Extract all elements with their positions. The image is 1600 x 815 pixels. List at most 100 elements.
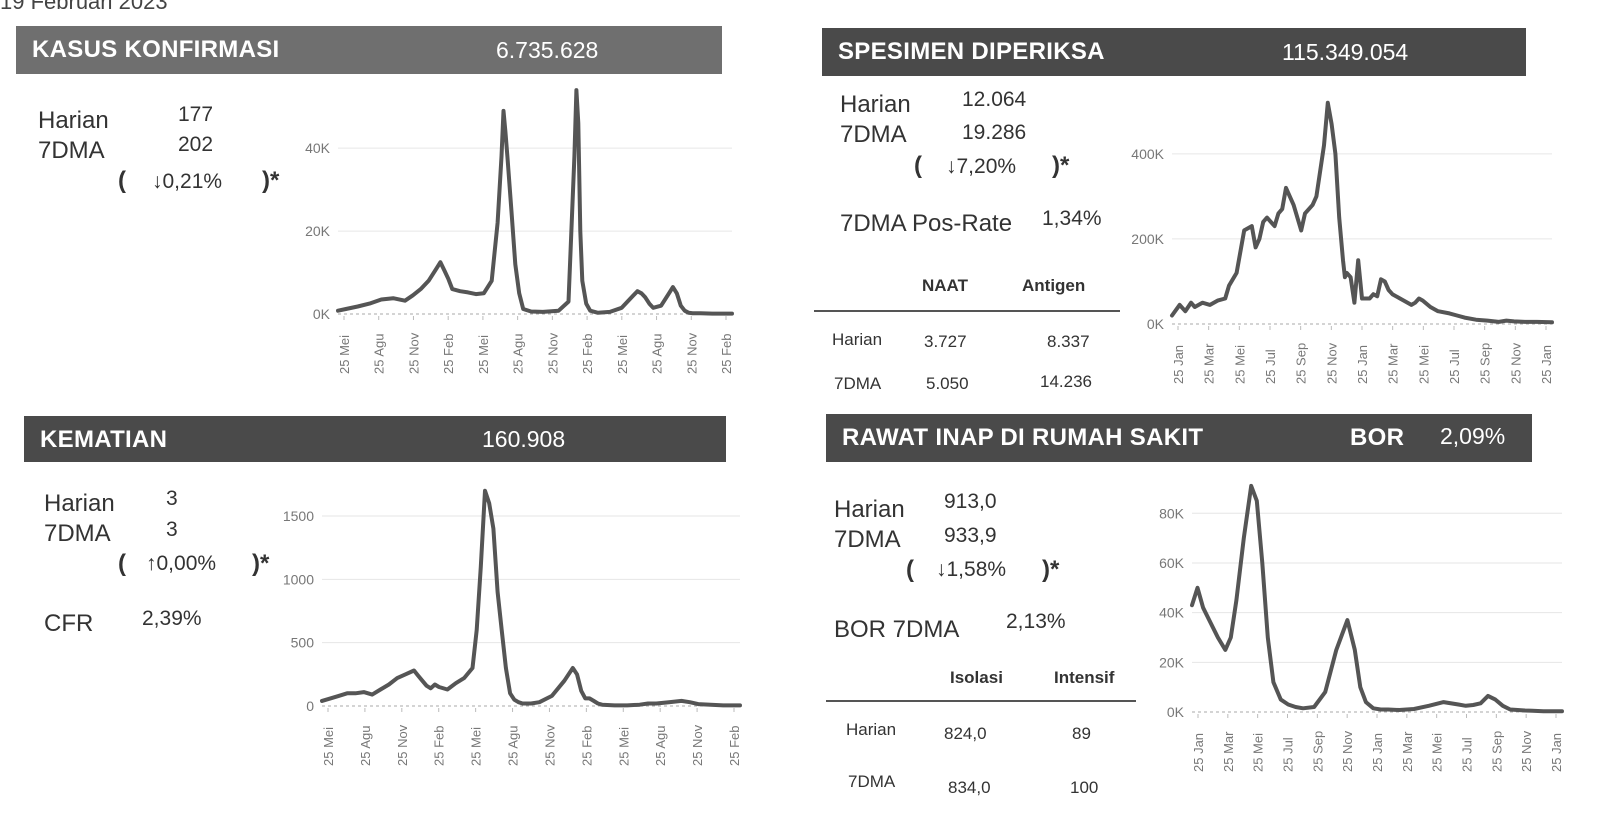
spesimen-xtick-label-11: 25 Nov — [1508, 342, 1523, 384]
rawat-xtick-label-9: 25 Jul — [1460, 737, 1475, 772]
kasus-total: 6.735.628 — [496, 37, 599, 63]
kasus-change-value: ↓0,21% — [152, 170, 223, 193]
rawat-xtick-label-5: 25 Nov — [1340, 730, 1355, 772]
rawat-xtick-label-10: 25 Sep — [1489, 731, 1504, 772]
kasus-xtick-label-4: 25 Mei — [476, 335, 491, 374]
rawat-ytick-label-4: 80K — [1159, 505, 1185, 521]
spesimen-table-rule — [814, 310, 1120, 312]
kematian-harian-label: Harian — [44, 490, 115, 517]
cfr-value: 2,39% — [142, 607, 202, 630]
kematian-xtick-label-1: 25 Agu — [358, 726, 373, 767]
spesimen-col-antigen: Antigen — [1022, 276, 1086, 295]
kasus-7dma-value: 202 — [178, 133, 214, 156]
rawat-title: RAWAT INAP DI RUMAH SAKIT — [842, 424, 1204, 451]
spesimen-xtick-label-5: 25 Nov — [1324, 342, 1339, 384]
spesimen-xtick-label-6: 25 Jan — [1355, 345, 1370, 384]
spesimen-harian-value: 12.064 — [962, 88, 1027, 111]
kasus-chart: 0K 20K 40K 25 Mei 25 Agu 25 Nov 25 Feb 25 Mei 25… — [305, 88, 734, 375]
spesimen-7dma-value: 19.286 — [962, 121, 1027, 144]
rawat-header-bar: RAWAT INAP DI RUMAH SAKIT BOR 2,09% — [826, 414, 1532, 462]
kasus-ytick-label-1: 20K — [305, 223, 331, 239]
spesimen-change-close: )* — [1052, 152, 1070, 179]
kematian-harian-value: 3 — [166, 487, 178, 510]
kematian-xtick-label-11: 25 Feb — [727, 726, 742, 766]
kasus-xtick-label-9: 25 Agu — [650, 334, 665, 375]
spesimen-ytick-label-0: 0K — [1147, 316, 1165, 332]
kasus-xtick-label-6: 25 Nov — [545, 332, 560, 374]
spesimen-xtick-label-1: 25 Mar — [1202, 343, 1217, 384]
kasus-change-close: )* — [262, 167, 280, 194]
kematian-ytick-label-2: 1000 — [283, 571, 314, 587]
rawat-series-line — [1190, 483, 1564, 714]
kematian-ytick-label-3: 1500 — [283, 508, 314, 524]
spesimen-xtick-label-8: 25 Mei — [1416, 345, 1431, 384]
kasus-xtick-label-7: 25 Feb — [580, 334, 595, 374]
rawat-ytick-label-0: 0K — [1167, 704, 1185, 720]
rawat-change-value: ↓1,58% — [936, 558, 1007, 581]
rawat-harian-label: Harian — [834, 496, 905, 523]
kasus-7dma-label: 7DMA — [38, 137, 105, 164]
spesimen-xtick-label-2: 25 Mei — [1232, 345, 1247, 384]
rawat-change-close: )* — [1042, 556, 1060, 583]
spesimen-posrate-label: 7DMA Pos-Rate — [840, 210, 1013, 237]
spesimen-row-7dma-antigen: 14.236 — [1040, 372, 1092, 391]
kematian-xtick-label-10: 25 Nov — [690, 724, 705, 766]
rawat-col-intensif: Intensif — [1054, 668, 1115, 687]
kematian-xtick-label-4: 25 Mei — [469, 727, 484, 766]
kematian-xtick-label-6: 25 Nov — [542, 724, 557, 766]
spesimen-7dma-label: 7DMA — [840, 121, 907, 148]
kematian-series-line — [320, 488, 742, 708]
kematian-total: 160.908 — [482, 426, 566, 452]
rawat-7dma-label: 7DMA — [834, 526, 901, 553]
rawat-chart: 0K 20K 40K 60K 80K 25 Jan 25 Mar 25 Mei 25 Jul 25… — [1159, 483, 1564, 772]
kematian-7dma-label: 7DMA — [44, 520, 111, 547]
kematian-xtick-label-2: 25 Nov — [395, 724, 410, 766]
kasus-harian-label: Harian — [38, 107, 109, 134]
rawat-xtick-label-0: 25 Jan — [1191, 733, 1206, 772]
spesimen-xtick-label-0: 25 Jan — [1171, 345, 1186, 384]
spesimen-total: 115.349.054 — [1282, 39, 1409, 65]
rawat-xtick-label-11: 25 Nov — [1519, 730, 1534, 772]
spesimen-header-bar: SPESIMEN DIPERIKSA 115.349.054 — [822, 28, 1526, 76]
kasus-change-open: ( — [118, 167, 126, 194]
spesimen-title: SPESIMEN DIPERIKSA — [838, 38, 1105, 65]
kasus-xtick-label-11: 25 Feb — [719, 334, 734, 374]
bor7dma-label: BOR 7DMA — [834, 616, 960, 643]
kematian-ytick-label-0: 0 — [306, 698, 314, 714]
rawat-xtick-label-1: 25 Mar — [1221, 731, 1236, 772]
bor-value: 2,09% — [1440, 423, 1506, 449]
spesimen-row-harian-naat: 3.727 — [924, 332, 967, 351]
spesimen-xtick-label-4: 25 Sep — [1294, 343, 1309, 384]
rawat-xtick-label-3: 25 Jul — [1281, 737, 1296, 772]
rawat-xtick-label-7: 25 Mar — [1400, 731, 1415, 772]
spesimen-xtick-label-7: 25 Mar — [1386, 343, 1401, 384]
kasus-xtick-label-8: 25 Mei — [615, 335, 630, 374]
kasus-xtick-label-5: 25 Agu — [511, 334, 526, 375]
kematian-header-bar: KEMATIAN 160.908 — [24, 416, 726, 462]
rawat-ytick-label-1: 20K — [1159, 654, 1185, 670]
kematian-change-close: )* — [252, 550, 270, 577]
kematian-7dma-value: 3 — [166, 518, 178, 541]
spesimen-col-naat: NAAT — [922, 276, 968, 295]
rawat-xtick-label-4: 25 Sep — [1310, 731, 1325, 772]
rawat-ytick-label-3: 60K — [1159, 555, 1185, 571]
kasus-xtick-label-3: 25 Feb — [441, 334, 456, 374]
kasus-series-line — [336, 88, 734, 316]
cfr-label: CFR — [44, 610, 94, 637]
kasus-xtick-label-0: 25 Mei — [337, 335, 352, 374]
spesimen-ytick-label-1: 200K — [1131, 231, 1164, 247]
bor-label: BOR — [1350, 424, 1405, 451]
rawat-row-7dma-isolasi: 834,0 — [948, 778, 991, 797]
kematian-ytick-label-1: 500 — [291, 635, 315, 651]
spesimen-series-line — [1170, 100, 1554, 325]
kematian-change-open: ( — [118, 550, 126, 577]
kasus-harian-value: 177 — [178, 103, 214, 126]
rawat-row-harian-isolasi: 824,0 — [944, 724, 987, 743]
kematian-xtick-label-3: 25 Feb — [432, 726, 447, 766]
kematian-xtick-label-7: 25 Feb — [579, 726, 594, 766]
rawat-row-7dma-intensif: 100 — [1070, 778, 1099, 797]
rawat-table-rule — [826, 700, 1136, 702]
spesimen-xtick-label-3: 25 Jul — [1263, 349, 1278, 384]
kematian-xtick-label-0: 25 Mei — [321, 727, 336, 766]
kematian-xtick-label-5: 25 Agu — [506, 726, 521, 767]
